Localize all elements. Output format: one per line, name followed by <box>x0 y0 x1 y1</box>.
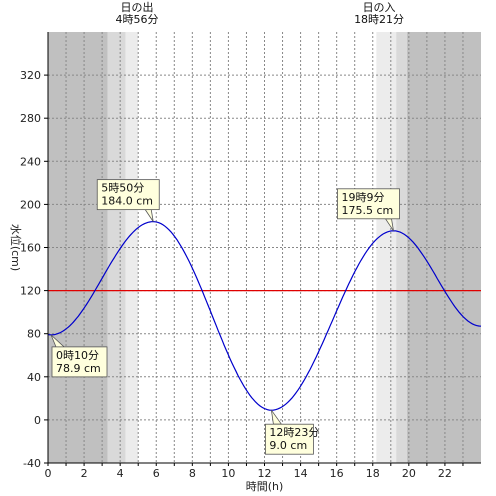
callout-time: 5時50分 <box>101 182 144 195</box>
axes: -40 0 40 80 120 160 200 240 280 320 0 2 4 6 8 10 12 14 16 1… <box>20 32 481 480</box>
x-tick-label: 22 <box>438 467 452 480</box>
x-tick-label: 16 <box>330 467 344 480</box>
y-tick-label: 40 <box>27 371 41 384</box>
y-tick-label: 160 <box>20 242 41 255</box>
sunset-time: 18時21分 <box>354 13 404 26</box>
y-tick-label: 320 <box>20 69 41 82</box>
y-tick-label: 0 <box>34 414 41 427</box>
x-tick-label: 12 <box>258 467 272 480</box>
y-tick-label: 80 <box>27 328 41 341</box>
x-tick-label: 0 <box>45 467 52 480</box>
y-axis-title: 水位(cm) <box>9 224 23 271</box>
x-tick-label: 8 <box>189 467 196 480</box>
tide-line <box>47 220 482 411</box>
callout-box <box>265 423 314 455</box>
sun-labels: 日の出 4時56分 日の入 18時21分 <box>115 0 404 26</box>
sunrise-title: 日の出 <box>120 0 153 14</box>
sunrise-time: 4時56分 <box>115 13 158 26</box>
x-axis-title: 時間(h) <box>246 480 284 493</box>
callout-time: 12時23分 <box>269 426 319 439</box>
callout-level: 9.0 cm <box>269 439 307 452</box>
y-tick-label: 240 <box>20 155 41 168</box>
callout-level: 78.9 cm <box>56 362 101 375</box>
sunset-title: 日の入 <box>363 1 396 14</box>
callout-level: 175.5 cm <box>341 204 393 217</box>
callout-time: 0時10分 <box>56 349 99 362</box>
callout-box <box>337 188 400 220</box>
callout-level: 184.0 cm <box>101 195 153 208</box>
shade-band-dawn <box>376 32 397 463</box>
x-tick-label: 18 <box>366 467 380 480</box>
y-tick-label: 120 <box>20 285 41 298</box>
x-tick-label: 14 <box>294 467 308 480</box>
tide-curve-group <box>47 220 482 411</box>
x-tick-label: 20 <box>402 467 416 480</box>
shade-band-dawn <box>125 32 139 463</box>
y-tick-label: 200 <box>20 198 41 211</box>
x-tick-label: 6 <box>153 467 160 480</box>
y-tick-label: 280 <box>20 112 41 125</box>
callout-time: 19時9分 <box>341 191 384 204</box>
callout-box <box>51 346 108 378</box>
x-tick-label: 4 <box>117 467 124 480</box>
x-tick-label: 2 <box>81 467 88 480</box>
callout-box <box>96 179 160 211</box>
x-tick-label: 10 <box>221 467 235 480</box>
y-tick-label: -40 <box>23 457 41 470</box>
